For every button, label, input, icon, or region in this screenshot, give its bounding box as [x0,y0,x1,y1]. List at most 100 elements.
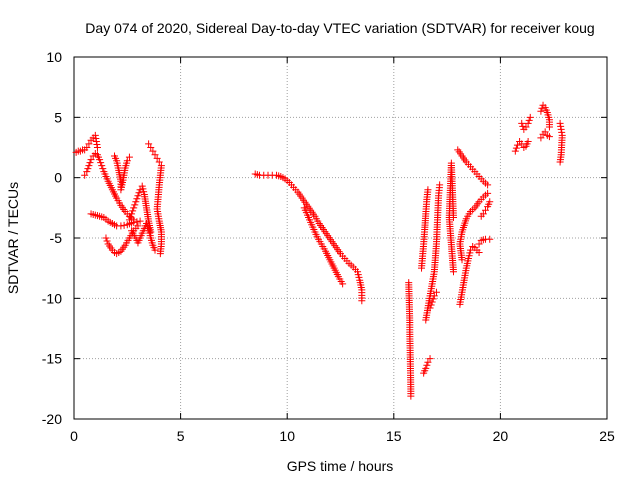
data-point [145,140,153,148]
y-tick-label: 0 [54,170,62,186]
x-tick-label: 25 [599,428,615,444]
data-point [481,206,489,214]
data-point [526,113,534,121]
data-point [92,137,100,145]
y-tick-label: -5 [50,230,63,246]
data-point [151,151,159,159]
series-arc-d1 [511,137,532,155]
y-tick-label: 10 [46,49,62,65]
data-point [537,134,545,142]
data-point [484,181,492,189]
data-point [134,222,142,230]
data-point [132,198,140,206]
data-point [339,280,347,288]
data-point [99,165,107,173]
series-arc-a8 [145,140,165,258]
data-point [556,119,564,127]
data-point [432,288,440,296]
data-point [541,128,549,136]
data-point [92,134,100,142]
series-arc-d2 [518,113,534,133]
data-point [484,189,492,197]
data-point [428,298,436,306]
data-point [130,218,138,226]
y-tick-label: -20 [42,411,62,427]
y-tick-label: -15 [42,351,62,367]
data-point [134,192,142,200]
series-arc-d4 [537,128,553,142]
data-point [513,141,521,149]
series-arc-c11 [477,198,494,220]
data-point [479,210,487,218]
x-tick-label: 20 [493,428,509,444]
data-point [545,133,553,141]
data-point [151,246,159,254]
data-point [557,122,565,130]
series-arc-c3 [420,355,434,377]
data-point [524,137,532,145]
data-point [128,210,136,218]
series-arc-c2 [418,186,432,272]
data-point [85,162,93,170]
data-point [120,221,128,229]
data-point [538,104,546,112]
series-arc-c1 [405,279,415,400]
x-tick-label: 5 [177,428,185,444]
data-point [98,162,106,170]
data-point [93,144,101,151]
data-point [117,222,125,230]
series-arc-c8 [456,242,483,308]
data-point [545,123,553,131]
data-point [81,171,89,179]
data-point [449,213,457,221]
data-point [147,228,155,236]
data-point [424,186,432,194]
data-point [129,207,137,215]
series-arc-c6 [445,159,457,276]
data-point [83,144,91,151]
data-point [430,292,438,300]
series-arc-a1 [72,131,101,156]
tick-layer: 0 5 10 15 20 25 10 5 0 -5 -10 -15 -20 [42,49,615,444]
series-arc-c10 [475,235,494,248]
data-point [486,235,494,243]
data-point [133,218,141,226]
data-point [102,234,110,242]
data-point [136,217,144,225]
x-axis-label: GPS time / hours [287,458,394,474]
data-point [556,158,564,166]
data-point [86,159,94,167]
data-point [518,119,526,127]
grid-layer [74,57,607,419]
data-point [511,147,519,155]
data-point [93,140,101,148]
series-arc-c5 [426,288,440,312]
data-point [97,159,105,167]
data-point [87,156,95,164]
data-point [422,364,430,372]
data-point [135,189,143,197]
data-point [512,144,520,152]
data-point [426,355,434,363]
series-arc-b2 [300,204,347,288]
series-arc-c4 [422,181,444,324]
series-arc-a5 [111,152,133,194]
y-tick-label: 5 [54,109,62,125]
y-tick-label: -10 [42,290,62,306]
data-point [427,301,435,309]
series-arc-a7 [128,220,159,254]
data-point [156,250,164,258]
data-point [125,153,133,161]
data-point [424,358,432,366]
x-tick-label: 0 [70,428,78,444]
data-point [103,237,111,245]
data-point [85,140,93,148]
data-point [91,131,99,139]
data-point [475,248,483,256]
data-point [126,213,134,221]
data-point [96,156,104,164]
data-point [125,216,133,224]
data-point [475,240,483,248]
data-point [537,107,545,115]
data-point [136,186,144,194]
